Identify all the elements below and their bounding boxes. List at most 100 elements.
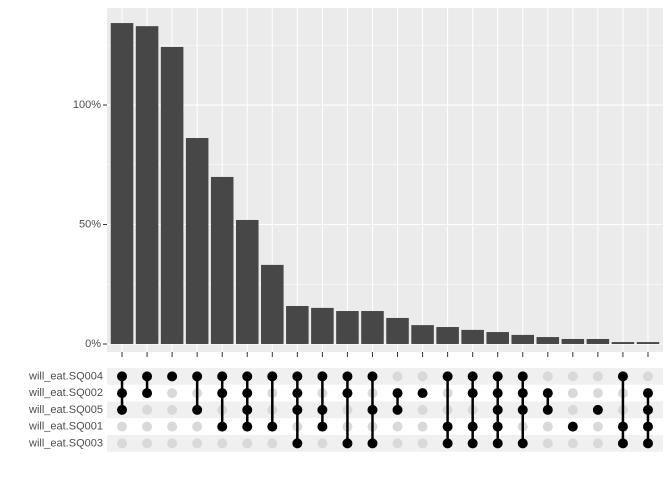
set-label: will_eat.SQ003: [28, 437, 103, 449]
bar: [511, 334, 535, 344]
inactive-dot: [542, 371, 553, 382]
inactive-dot: [142, 421, 153, 432]
inactive-dot: [592, 438, 603, 449]
inactive-dot: [167, 438, 178, 449]
active-dot: [267, 371, 278, 382]
inactive-dot: [192, 438, 203, 449]
active-dot: [467, 388, 478, 399]
active-dot: [142, 371, 153, 382]
active-dot: [217, 388, 228, 399]
inactive-dot: [417, 371, 428, 382]
active-dot: [317, 421, 328, 432]
active-dot: [367, 404, 378, 415]
active-dot: [217, 421, 228, 432]
active-dot: [117, 404, 128, 415]
bar: [561, 338, 585, 344]
inactive-dot: [317, 438, 328, 449]
active-dot: [342, 388, 353, 399]
bar: [386, 317, 409, 344]
active-dot: [292, 388, 303, 399]
active-dot: [492, 388, 503, 399]
active-dot: [492, 371, 503, 382]
active-dot: [617, 438, 628, 449]
active-dot: [417, 388, 428, 399]
active-dot: [267, 421, 278, 432]
active-dot: [167, 371, 178, 382]
active-dot: [642, 404, 653, 415]
active-dot: [217, 371, 228, 382]
bar: [461, 329, 484, 344]
active-dot: [367, 438, 378, 449]
active-dot: [342, 371, 353, 382]
inactive-dot: [142, 404, 153, 415]
bar: [486, 332, 509, 344]
inactive-dot: [392, 438, 403, 449]
inactive-dot: [592, 371, 603, 382]
set-label: will_eat.SQ005: [28, 404, 103, 416]
inactive-dot: [392, 371, 403, 382]
y-tick-label: 50%: [79, 218, 101, 230]
inactive-dot: [567, 404, 578, 415]
active-dot: [517, 404, 528, 415]
active-dot: [517, 388, 528, 399]
active-dot: [592, 404, 603, 415]
active-dot: [642, 421, 653, 432]
active-dot: [242, 404, 253, 415]
set-label: will_eat.SQ004: [28, 370, 103, 382]
active-dot: [492, 438, 503, 449]
active-dot: [617, 371, 628, 382]
active-dot: [492, 404, 503, 415]
y-tick-label: 100%: [73, 99, 101, 111]
active-dot: [292, 371, 303, 382]
bar: [636, 342, 660, 344]
active-dot: [392, 388, 403, 399]
bar: [185, 138, 209, 344]
active-dot: [192, 404, 203, 415]
active-dot: [492, 421, 503, 432]
active-dot: [317, 404, 328, 415]
inactive-dot: [567, 438, 578, 449]
bar: [436, 327, 459, 344]
active-dot: [642, 438, 653, 449]
bar: [210, 176, 234, 344]
active-dot: [117, 388, 128, 399]
active-dot: [517, 438, 528, 449]
bar: [135, 26, 159, 344]
matrix-stripe: [107, 368, 663, 385]
active-dot: [542, 388, 553, 399]
active-dot: [242, 421, 253, 432]
bar: [586, 338, 610, 344]
active-dot: [567, 421, 578, 432]
matrix-stripe: [107, 401, 663, 419]
inactive-dot: [167, 421, 178, 432]
active-dot: [317, 371, 328, 382]
bar: [411, 325, 434, 344]
inactive-dot: [417, 438, 428, 449]
inactive-dot: [117, 421, 128, 432]
bar: [361, 311, 384, 344]
active-dot: [242, 388, 253, 399]
active-dot: [442, 421, 453, 432]
bar: [536, 337, 560, 344]
inactive-dot: [542, 438, 553, 449]
inactive-dot: [167, 404, 178, 415]
inactive-dot: [192, 421, 203, 432]
active-dot: [342, 438, 353, 449]
active-dot: [442, 371, 453, 382]
inactive-dot: [592, 421, 603, 432]
inactive-dot: [267, 438, 278, 449]
active-dot: [467, 421, 478, 432]
active-dot: [442, 438, 453, 449]
bar: [110, 23, 134, 344]
bar: [311, 307, 334, 344]
inactive-dot: [567, 388, 578, 399]
inactive-dot: [142, 438, 153, 449]
bar: [611, 342, 635, 344]
inactive-dot: [642, 371, 653, 382]
active-dot: [192, 371, 203, 382]
inactive-dot: [217, 438, 228, 449]
active-dot: [392, 404, 403, 415]
inactive-dot: [392, 421, 403, 432]
inactive-dot: [592, 388, 603, 399]
inactive-dot: [167, 388, 178, 399]
